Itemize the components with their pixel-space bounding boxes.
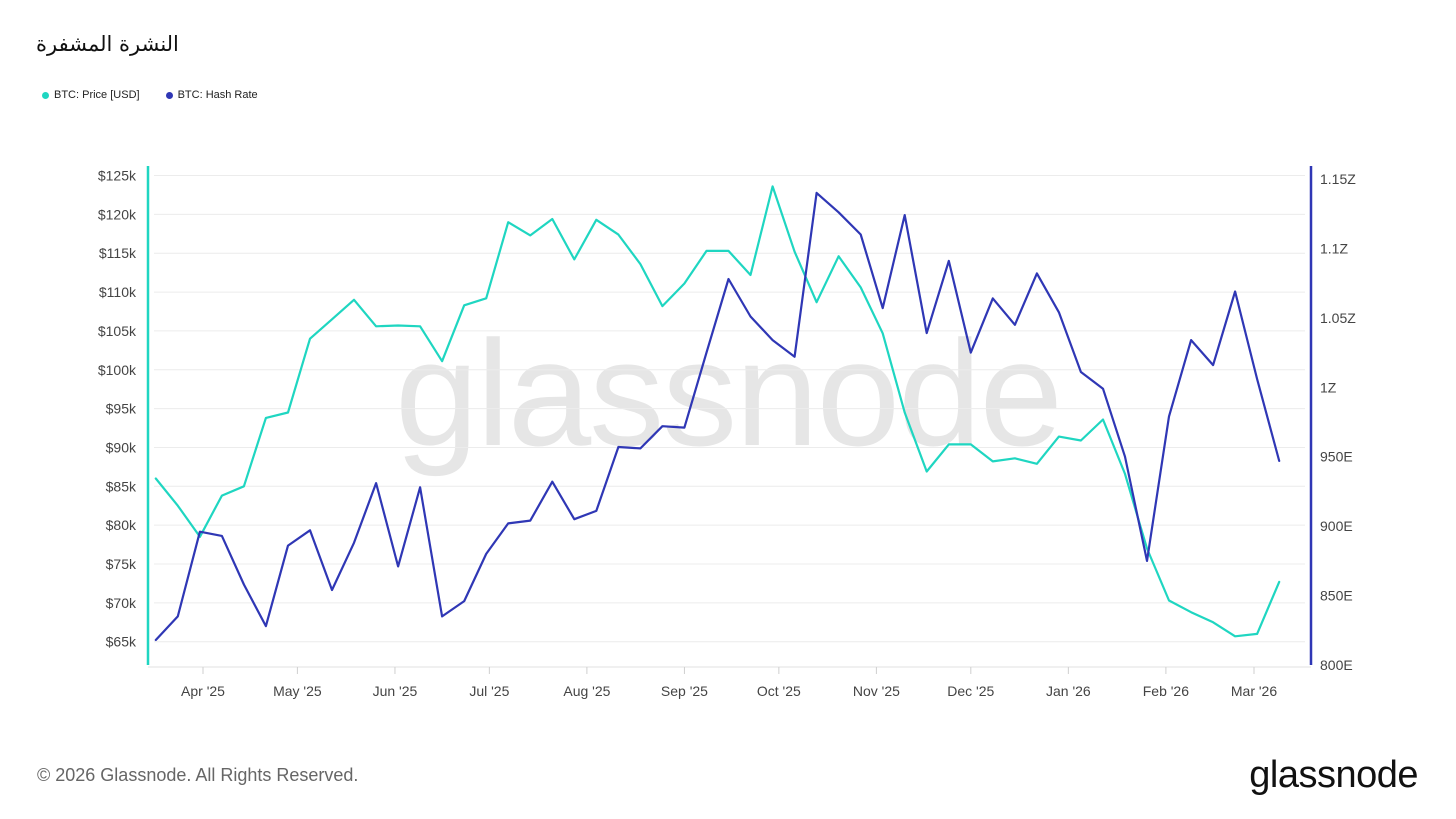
x-tick-label: Jun '25 (373, 683, 418, 699)
y-right-tick-label: 1.15Z (1320, 171, 1356, 187)
y-left-tick-label: $80k (106, 517, 137, 533)
x-tick-label: Nov '25 (853, 683, 900, 699)
y-right-tick-label: 900E (1320, 518, 1353, 534)
y-right-tick-label: 950E (1320, 449, 1353, 465)
legend-label-hashrate: BTC: Hash Rate (177, 89, 258, 101)
legend-item-price[interactable]: BTC: Price [USD] (42, 89, 140, 101)
x-tick-label: Feb '26 (1143, 683, 1189, 699)
y-right-tick-label: 1.05Z (1320, 310, 1356, 326)
y-left-tick-label: $110k (99, 284, 137, 300)
y-left-tick-label: $70k (106, 595, 137, 611)
chart-axes: $65k $70k $75k $80k $85k $90k $95k $100k $105k $1… (98, 166, 1356, 699)
x-tick-label: Sep '25 (661, 683, 708, 699)
y-right-tick-label: 1.1Z (1320, 240, 1348, 256)
x-tick-label: Aug '25 (563, 683, 610, 699)
x-tick-label: Oct '25 (757, 683, 801, 699)
y-right-tick-label: 850E (1320, 588, 1353, 604)
y-left-tick-label: $95k (106, 401, 137, 417)
y-left-tick-label: $65k (106, 634, 137, 650)
y-left-tick-label: $115k (99, 245, 137, 261)
x-tick-label: Apr '25 (181, 683, 225, 699)
x-tick-label: Dec '25 (947, 683, 994, 699)
x-tick-label: Jul '25 (469, 683, 509, 699)
y-right-tick-label: 1Z (1320, 379, 1337, 395)
x-tick-label: Mar '26 (1231, 683, 1277, 699)
y-left-tick-label: $125k (98, 168, 137, 184)
y-left-tick-label: $120k (98, 206, 137, 222)
legend-dot-price (42, 91, 49, 99)
legend-item-hashrate[interactable]: BTC: Hash Rate (165, 89, 258, 101)
y-left-tick-label: $105k (98, 323, 137, 339)
glassnode-logo: glassnode (1249, 754, 1418, 796)
y-left-tick-label: $85k (106, 478, 137, 494)
grid-lines (154, 175, 1305, 643)
x-tick-label: Jan '26 (1046, 683, 1091, 699)
y-left-tick-label: $90k (106, 439, 137, 455)
series-line-price (154, 185, 1281, 638)
y-left-tick-label: $100k (98, 362, 137, 378)
watermark-text: glassnode (395, 309, 1061, 477)
y-right-tick-label: 800E (1320, 657, 1353, 673)
legend-dot-hashrate (165, 91, 173, 99)
series-lines (154, 185, 1281, 642)
x-tick-label: May '25 (273, 683, 322, 699)
series-line-hashrate (154, 191, 1281, 642)
chart-legend: BTC: Price [USD] BTC: Hash Rate (42, 89, 258, 101)
copyright-footer: © 2026 Glassnode. All Rights Reserved. (37, 765, 359, 785)
legend-label-price: BTC: Price [USD] (54, 89, 140, 101)
chart-title: النشرة المشفرة (36, 32, 179, 56)
y-left-tick-label: $75k (106, 556, 137, 572)
